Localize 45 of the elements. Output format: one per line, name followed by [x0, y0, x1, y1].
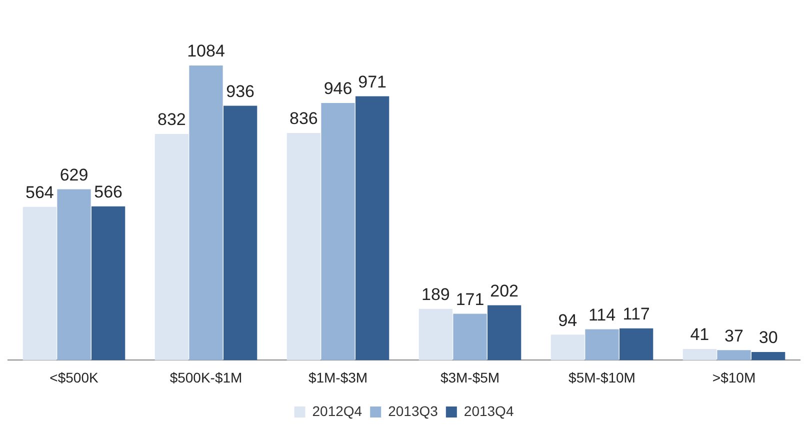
data-label: 37 [724, 326, 744, 346]
bar [488, 305, 522, 360]
x-tick-label: <$500K [50, 369, 99, 386]
x-tick-label: $5M-$10M [568, 369, 636, 386]
data-label: 117 [622, 304, 650, 324]
bar [453, 314, 487, 360]
bar [717, 350, 751, 360]
bar [286, 132, 320, 360]
data-label: 946 [324, 79, 352, 98]
bar [682, 349, 716, 360]
data-label: 566 [94, 182, 123, 202]
data-label: 41 [690, 325, 710, 344]
bar [189, 66, 223, 360]
data-label: 936 [226, 82, 255, 101]
data-label: 971 [358, 72, 387, 92]
bar [585, 329, 619, 360]
x-tick-label: $500K-$1M [170, 369, 242, 386]
data-label: 189 [421, 285, 450, 304]
legend-label: 2013Q3 [388, 402, 438, 419]
bar [356, 96, 390, 360]
legend-label: 2013Q4 [464, 402, 514, 419]
bar [22, 206, 56, 360]
data-label: 832 [157, 110, 186, 130]
x-tick-label: >$10M [712, 369, 756, 386]
data-label: 564 [25, 183, 54, 202]
data-label: 202 [490, 281, 519, 300]
bar [154, 134, 188, 360]
x-tick-label: $1M-$3M [308, 369, 368, 386]
data-label: 94 [558, 310, 578, 330]
bar [57, 189, 91, 360]
data-label: 171 [456, 290, 484, 309]
legend-label: 2012Q4 [312, 402, 362, 419]
bar [752, 352, 786, 360]
data-label: 629 [60, 165, 88, 184]
x-tick-label: $3M-$5M [440, 369, 500, 386]
bar [418, 308, 452, 360]
bar [321, 103, 355, 360]
bar [224, 106, 258, 360]
data-label: 114 [588, 305, 616, 324]
bar [92, 206, 126, 360]
data-label: 1084 [187, 42, 225, 61]
bar [620, 328, 654, 360]
data-label: 30 [758, 328, 778, 348]
bar [550, 334, 584, 360]
data-label: 836 [289, 109, 318, 128]
